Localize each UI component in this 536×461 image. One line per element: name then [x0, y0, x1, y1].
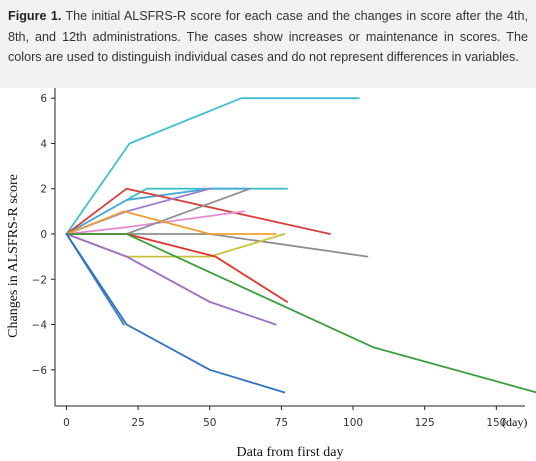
line-chart: −6 −4 −2 0 2 4 6 0 25 50 75 100 125 150 Data from fir… — [6, 88, 536, 460]
chart-area: −6 −4 −2 0 2 4 6 0 25 50 75 100 125 150 Data from fir… — [0, 88, 536, 461]
caption-text: The initial ALSFRS-R score for each case… — [8, 9, 528, 64]
series-lines — [65, 97, 536, 394]
x-axis-title: Data from first day — [237, 445, 344, 460]
x-tick-label: 150 — [486, 417, 506, 429]
series-line-6 — [65, 210, 246, 235]
y-tick-label: −6 — [32, 365, 48, 377]
y-tick-label: 2 — [40, 184, 47, 196]
series-line-13 — [65, 233, 536, 394]
axes: −6 −4 −2 0 2 4 6 0 25 50 75 100 125 150 — [32, 88, 525, 429]
y-tick-label: 0 — [40, 229, 47, 241]
x-tick-label: 0 — [63, 417, 70, 429]
y-tick-label: −4 — [32, 320, 48, 332]
x-tick-label: 25 — [131, 417, 144, 429]
x-tick-label: 125 — [415, 417, 435, 429]
series-line-12 — [65, 233, 277, 326]
x-tick-label: 75 — [275, 417, 288, 429]
series-line-10 — [65, 233, 286, 258]
x-axis-unit: (day) — [502, 415, 527, 429]
series-line-3 — [65, 187, 248, 235]
axis-labels: Data from first day (day) Changes in ALS… — [6, 174, 527, 460]
y-tick-label: 4 — [40, 138, 47, 150]
x-tick-label: 50 — [203, 417, 216, 429]
series-line-8 — [65, 233, 369, 258]
caption-label: Figure 1. — [8, 9, 62, 23]
y-axis-title: Changes in ALSFRS-R score — [6, 174, 21, 338]
series-line-15 — [65, 233, 286, 394]
series-line-4 — [65, 187, 332, 235]
figure-caption: Figure 1. The initial ALSFRS-R score for… — [0, 0, 536, 88]
x-tick-label: 100 — [343, 417, 363, 429]
y-tick-label: 6 — [40, 93, 47, 105]
series-line-1 — [65, 97, 360, 235]
series-line-2 — [65, 187, 289, 235]
series-line-9 — [65, 210, 277, 235]
y-tick-label: −2 — [32, 274, 47, 286]
